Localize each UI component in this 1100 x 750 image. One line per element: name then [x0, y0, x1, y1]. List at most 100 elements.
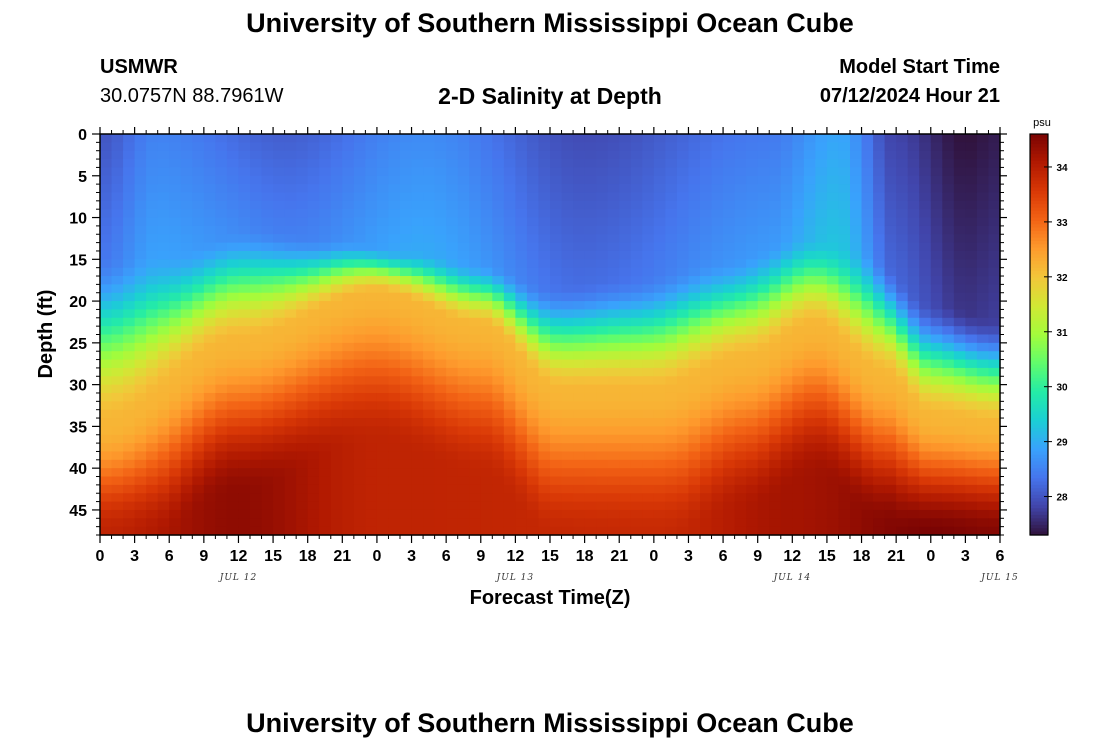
heatmap-cell — [469, 175, 482, 185]
heatmap-cell — [123, 159, 136, 169]
heatmap-cell — [861, 384, 874, 394]
heatmap-cell — [457, 468, 470, 478]
heatmap-cell — [792, 234, 805, 244]
heatmap-cell — [942, 418, 955, 427]
heatmap-cell — [607, 468, 620, 478]
heatmap-cell — [446, 142, 459, 152]
heatmap-cell — [123, 134, 136, 143]
heatmap-cell — [688, 509, 701, 519]
heatmap-cell — [896, 334, 909, 344]
heatmap-cell — [515, 376, 528, 386]
heatmap-cell — [596, 443, 609, 453]
colorbar-segment — [1030, 521, 1048, 526]
heatmap-cell — [896, 217, 909, 227]
heatmap-cell — [400, 192, 413, 202]
heatmap-cell — [780, 259, 793, 269]
colorbar-segment — [1030, 137, 1048, 142]
heatmap-cell — [123, 250, 136, 260]
heatmap-cell — [861, 184, 874, 194]
heatmap-cell — [826, 484, 840, 494]
heatmap-cell — [111, 434, 124, 444]
heatmap-cell — [469, 326, 482, 336]
heatmap-cell — [688, 451, 701, 461]
heatmap-cell — [988, 175, 1001, 185]
heatmap-cell — [907, 342, 920, 352]
heatmap-cell — [965, 284, 978, 294]
heatmap-cell — [400, 409, 413, 419]
heatmap-cell — [896, 426, 909, 436]
heatmap-cell — [757, 392, 770, 402]
heatmap-cell — [873, 134, 886, 143]
heatmap-cell — [180, 342, 193, 352]
heatmap-cell — [688, 167, 701, 177]
heatmap-cell — [296, 359, 309, 369]
heatmap-cell — [100, 484, 113, 494]
colorbar-segment — [1030, 150, 1048, 155]
heatmap-cell — [446, 309, 459, 319]
heatmap-cell — [896, 150, 909, 160]
heatmap-cell — [711, 200, 724, 210]
heatmap-cell — [642, 301, 655, 311]
heatmap-cell — [861, 409, 874, 419]
heatmap-cell — [815, 384, 828, 394]
heatmap-cell — [250, 367, 263, 377]
heatmap-cell — [169, 184, 182, 194]
heatmap-cell — [330, 267, 343, 277]
heatmap-cell — [619, 401, 632, 411]
heatmap-cell — [307, 401, 320, 411]
heatmap-cell — [169, 134, 182, 143]
heatmap-cell — [100, 351, 113, 361]
heatmap-cell — [526, 317, 540, 327]
heatmap-cell — [296, 484, 309, 494]
heatmap-cell — [319, 134, 332, 143]
heatmap-cell — [203, 392, 216, 402]
heatmap-cell — [284, 418, 297, 427]
heatmap-cell — [769, 250, 782, 260]
heatmap-cell — [596, 184, 609, 194]
heatmap-cell — [688, 326, 701, 336]
heatmap-cell — [400, 443, 413, 453]
heatmap-cell — [700, 301, 713, 311]
heatmap-cell — [226, 342, 240, 352]
heatmap-cell — [757, 367, 770, 377]
heatmap-cell — [215, 459, 228, 469]
heatmap-cell — [342, 192, 355, 202]
heatmap-cell — [134, 409, 147, 419]
heatmap-cell — [850, 134, 863, 143]
heatmap-cell — [515, 234, 528, 244]
x-tick-label: 15 — [264, 548, 282, 565]
heatmap-cell — [111, 518, 124, 528]
heatmap-cell — [596, 426, 609, 436]
heatmap-cell — [250, 409, 263, 419]
heatmap-cell — [757, 476, 770, 486]
heatmap-cell — [226, 134, 240, 143]
heatmap-cell — [642, 476, 655, 486]
heatmap-cell — [642, 267, 655, 277]
heatmap-cell — [884, 175, 897, 185]
heatmap-cell — [250, 451, 263, 461]
heatmap-cell — [907, 242, 920, 252]
heatmap-cell — [469, 159, 482, 169]
x-tick-label: 9 — [753, 548, 762, 565]
heatmap-cell — [780, 476, 793, 486]
heatmap-cell — [296, 292, 309, 302]
heatmap-cell — [942, 225, 955, 235]
heatmap-cell — [538, 501, 551, 511]
heatmap-cell — [423, 317, 436, 327]
heatmap-cell — [457, 276, 470, 285]
heatmap-cell — [353, 451, 366, 461]
heatmap-cell — [192, 234, 205, 244]
heatmap-cell — [330, 426, 343, 436]
heatmap-cell — [630, 217, 643, 227]
heatmap-cell — [203, 317, 216, 327]
heatmap-cell — [169, 175, 182, 185]
heatmap-cell — [953, 459, 966, 469]
heatmap-cell — [688, 518, 701, 528]
heatmap-cell — [873, 334, 886, 344]
heatmap-cell — [803, 276, 816, 285]
heatmap-cell — [619, 292, 632, 302]
heatmap-cell — [180, 175, 193, 185]
heatmap-cell — [434, 234, 447, 244]
heatmap-cell — [538, 301, 551, 311]
heatmap-cell — [503, 434, 516, 444]
